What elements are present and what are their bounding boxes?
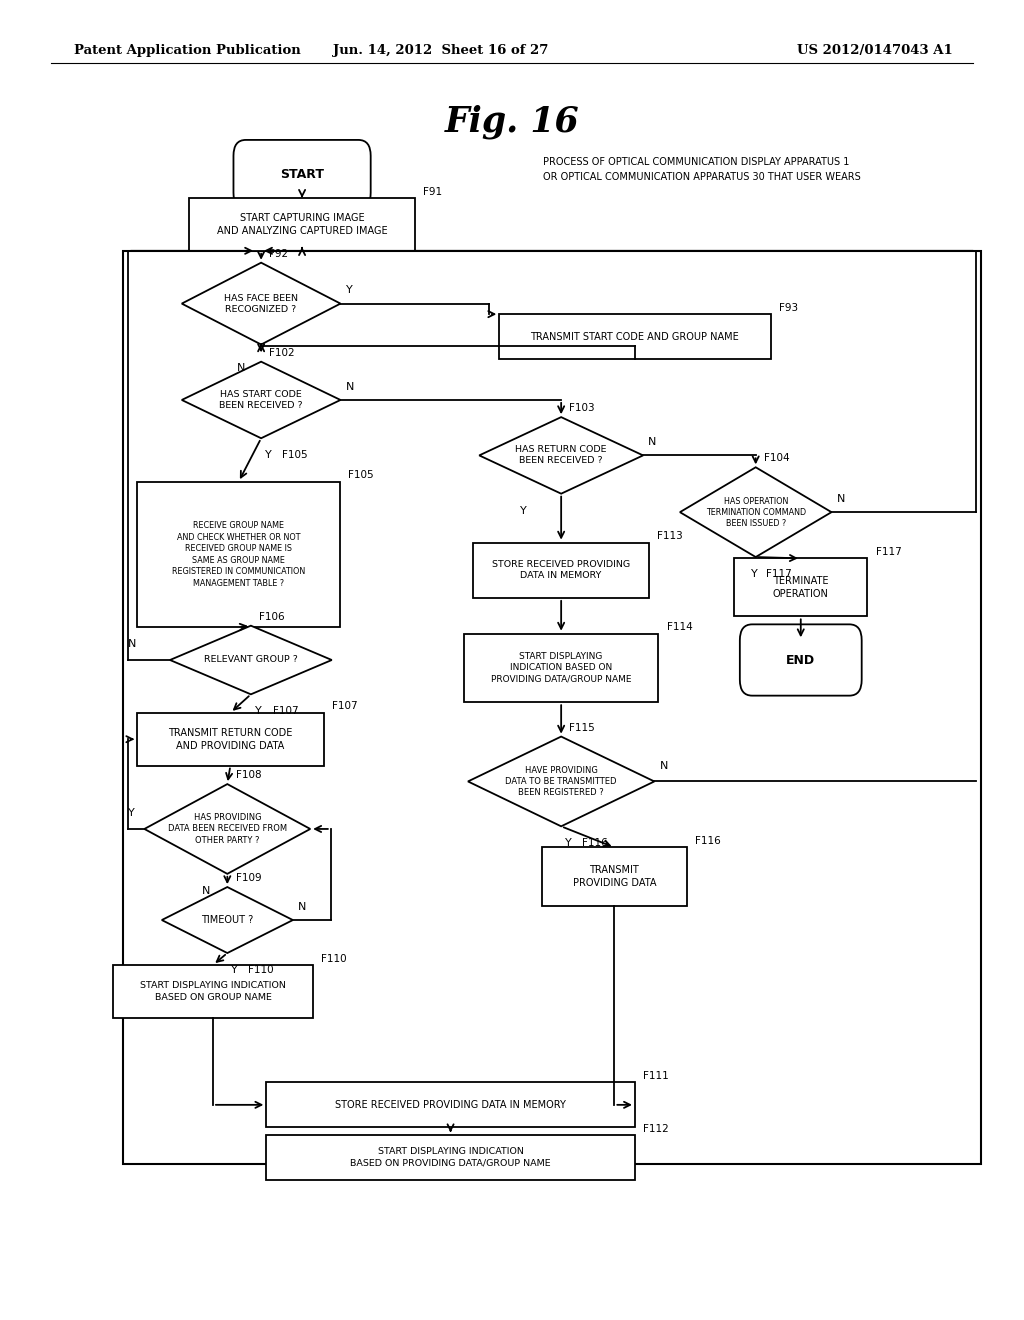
Text: HAS RETURN CODE
BEEN RECEIVED ?: HAS RETURN CODE BEEN RECEIVED ? bbox=[515, 445, 607, 466]
FancyBboxPatch shape bbox=[266, 1135, 635, 1180]
FancyBboxPatch shape bbox=[739, 624, 862, 696]
Text: F112: F112 bbox=[643, 1123, 669, 1134]
Text: F91: F91 bbox=[423, 186, 442, 197]
Text: START CAPTURING IMAGE
AND ANALYZING CAPTURED IMAGE: START CAPTURING IMAGE AND ANALYZING CAPT… bbox=[217, 213, 387, 236]
Text: N: N bbox=[659, 760, 668, 771]
Text: HAS OPERATION
TERMINATION COMMAND
BEEN ISSUED ?: HAS OPERATION TERMINATION COMMAND BEEN I… bbox=[706, 496, 806, 528]
Text: F106: F106 bbox=[259, 611, 285, 622]
Text: F103: F103 bbox=[569, 403, 595, 413]
Text: Y: Y bbox=[128, 808, 135, 818]
Text: RECEIVE GROUP NAME
AND CHECK WHETHER OR NOT
RECEIVED GROUP NAME IS
SAME AS GROUP: RECEIVE GROUP NAME AND CHECK WHETHER OR … bbox=[172, 521, 305, 587]
Text: Y: Y bbox=[255, 706, 262, 717]
FancyBboxPatch shape bbox=[233, 140, 371, 209]
Polygon shape bbox=[170, 626, 332, 694]
FancyBboxPatch shape bbox=[542, 847, 687, 906]
Text: HAS START CODE
BEEN RECEIVED ?: HAS START CODE BEEN RECEIVED ? bbox=[219, 389, 303, 411]
Text: HAS PROVIDING
DATA BEEN RECEIVED FROM
OTHER PARTY ?: HAS PROVIDING DATA BEEN RECEIVED FROM OT… bbox=[168, 813, 287, 845]
Polygon shape bbox=[182, 362, 340, 438]
Polygon shape bbox=[162, 887, 293, 953]
Polygon shape bbox=[680, 467, 831, 557]
Text: PROCESS OF OPTICAL COMMUNICATION DISPLAY APPARATUS 1: PROCESS OF OPTICAL COMMUNICATION DISPLAY… bbox=[543, 157, 849, 168]
Text: START DISPLAYING INDICATION
BASED ON GROUP NAME: START DISPLAYING INDICATION BASED ON GRO… bbox=[140, 981, 286, 1002]
Text: F117: F117 bbox=[876, 546, 901, 557]
Text: F116: F116 bbox=[695, 836, 721, 846]
Text: N: N bbox=[202, 886, 210, 896]
Text: RELEVANT GROUP ?: RELEVANT GROUP ? bbox=[204, 656, 298, 664]
Text: F117: F117 bbox=[766, 569, 792, 579]
Text: N: N bbox=[128, 639, 136, 649]
FancyBboxPatch shape bbox=[734, 558, 867, 616]
FancyBboxPatch shape bbox=[500, 314, 770, 359]
Text: Y: Y bbox=[751, 569, 758, 579]
Polygon shape bbox=[144, 784, 310, 874]
Text: TRANSMIT RETURN CODE
AND PROVIDING DATA: TRANSMIT RETURN CODE AND PROVIDING DATA bbox=[168, 727, 293, 751]
Text: TIMEOUT ?: TIMEOUT ? bbox=[201, 915, 254, 925]
Text: Y: Y bbox=[565, 838, 572, 849]
Text: STORE RECEIVED PROVIDING DATA IN MEMORY: STORE RECEIVED PROVIDING DATA IN MEMORY bbox=[335, 1100, 566, 1110]
Polygon shape bbox=[468, 737, 654, 826]
FancyBboxPatch shape bbox=[266, 1082, 635, 1127]
Text: F92: F92 bbox=[269, 248, 289, 259]
Text: START DISPLAYING INDICATION
BASED ON PROVIDING DATA/GROUP NAME: START DISPLAYING INDICATION BASED ON PRO… bbox=[350, 1147, 551, 1168]
Text: F105: F105 bbox=[348, 470, 374, 480]
Text: Y: Y bbox=[231, 965, 239, 975]
Text: OR OPTICAL COMMUNICATION APPARATUS 30 THAT USER WEARS: OR OPTICAL COMMUNICATION APPARATUS 30 TH… bbox=[543, 172, 860, 182]
Text: F104: F104 bbox=[764, 453, 790, 463]
Text: N: N bbox=[298, 902, 306, 912]
Text: HAVE PROVIDING
DATA TO BE TRANSMITTED
BEEN REGISTERED ?: HAVE PROVIDING DATA TO BE TRANSMITTED BE… bbox=[506, 766, 616, 797]
Text: START DISPLAYING
INDICATION BASED ON
PROVIDING DATA/GROUP NAME: START DISPLAYING INDICATION BASED ON PRO… bbox=[490, 652, 632, 684]
Text: Fig. 16: Fig. 16 bbox=[444, 104, 580, 139]
Text: F113: F113 bbox=[657, 531, 683, 541]
Text: F107: F107 bbox=[332, 701, 357, 711]
Text: N: N bbox=[346, 381, 354, 392]
Text: HAS FACE BEEN
RECOGNIZED ?: HAS FACE BEEN RECOGNIZED ? bbox=[224, 293, 298, 314]
Text: N: N bbox=[837, 494, 845, 504]
Text: STORE RECEIVED PROVIDING
DATA IN MEMORY: STORE RECEIVED PROVIDING DATA IN MEMORY bbox=[493, 560, 630, 581]
FancyBboxPatch shape bbox=[137, 713, 324, 766]
Text: Y: Y bbox=[520, 506, 527, 516]
Text: TRANSMIT
PROVIDING DATA: TRANSMIT PROVIDING DATA bbox=[572, 865, 656, 888]
Text: F110: F110 bbox=[248, 965, 273, 975]
Text: F110: F110 bbox=[322, 953, 347, 964]
Text: F111: F111 bbox=[643, 1071, 669, 1081]
Text: Jun. 14, 2012  Sheet 16 of 27: Jun. 14, 2012 Sheet 16 of 27 bbox=[333, 44, 548, 57]
Text: Y: Y bbox=[346, 285, 352, 296]
Text: Y: Y bbox=[265, 450, 272, 461]
Text: F114: F114 bbox=[667, 622, 692, 632]
FancyBboxPatch shape bbox=[464, 634, 658, 702]
Text: F109: F109 bbox=[236, 873, 261, 883]
FancyBboxPatch shape bbox=[189, 198, 415, 251]
Text: F102: F102 bbox=[269, 347, 295, 358]
Polygon shape bbox=[479, 417, 643, 494]
Polygon shape bbox=[182, 263, 340, 345]
Text: F107: F107 bbox=[273, 706, 299, 717]
Text: F115: F115 bbox=[569, 722, 595, 733]
FancyBboxPatch shape bbox=[113, 965, 313, 1018]
Text: F108: F108 bbox=[236, 770, 261, 780]
Text: F105: F105 bbox=[282, 450, 307, 461]
Text: TRANSMIT START CODE AND GROUP NAME: TRANSMIT START CODE AND GROUP NAME bbox=[530, 331, 739, 342]
FancyBboxPatch shape bbox=[473, 543, 649, 598]
FancyBboxPatch shape bbox=[137, 482, 340, 627]
Text: TERMINATE
OPERATION: TERMINATE OPERATION bbox=[773, 576, 828, 599]
Text: END: END bbox=[786, 653, 815, 667]
Text: N: N bbox=[648, 437, 656, 447]
Text: Patent Application Publication: Patent Application Publication bbox=[74, 44, 300, 57]
Text: START: START bbox=[281, 168, 324, 181]
Text: US 2012/0147043 A1: US 2012/0147043 A1 bbox=[797, 44, 952, 57]
Text: F93: F93 bbox=[778, 302, 798, 313]
Text: F116: F116 bbox=[582, 838, 607, 849]
Text: N: N bbox=[237, 363, 245, 374]
